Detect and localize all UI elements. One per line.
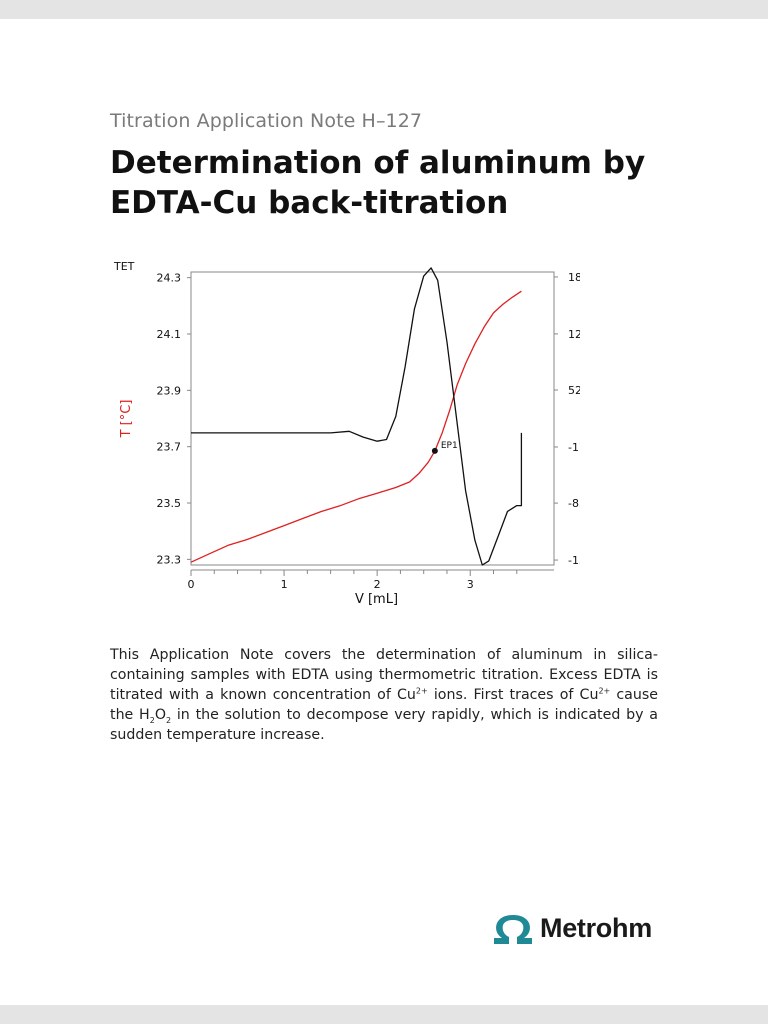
left-tick-label: 23.5: [157, 497, 182, 510]
right-tick-label: -85: [568, 497, 580, 510]
description-paragraph: This Application Note covers the determi…: [110, 645, 658, 745]
bottom-margin-band: [0, 1005, 768, 1024]
x-tick-label: 3: [467, 578, 474, 591]
title-line-1: Determination of aluminum by: [110, 145, 646, 181]
title-line-2: EDTA-Cu back-titration: [110, 185, 509, 221]
paragraph-text-3: cause the H: [110, 687, 658, 723]
endpoint-label: EP1: [441, 441, 458, 451]
metrohm-logo: Metrohm: [492, 913, 652, 944]
superscript-charge-1: 2+: [415, 686, 428, 696]
x-tick-label: 2: [374, 578, 381, 591]
right-tick-label: -17: [568, 441, 580, 454]
document-title: Determination of aluminum by EDTA-Cu bac…: [110, 143, 670, 223]
plot-frame: [190, 271, 555, 566]
superscript-charge-2: 2+: [598, 686, 611, 696]
paragraph-text-5: in the solution to decompose very rapidl…: [110, 707, 658, 743]
erc-curve: [191, 267, 523, 566]
paragraph-text-2: ions. First traces of Cu: [427, 687, 599, 703]
logo-wordmark: Metrohm: [540, 913, 652, 943]
document-subtitle: Titration Application Note H–127: [110, 110, 423, 132]
left-tick-label: 23.7: [157, 441, 182, 454]
right-tick-label: 120: [568, 328, 580, 341]
x-axis-label: V [mL]: [355, 592, 398, 607]
titration-chart: 24.324.123.923.723.523.318912052-17-85-1…: [113, 260, 580, 607]
left-axis-label: T [°C]: [119, 400, 134, 439]
left-tick-label: 23.9: [157, 384, 182, 397]
left-tick-label: 24.3: [157, 272, 182, 285]
right-tick-label: -154: [568, 554, 580, 567]
top-axis-label: TET: [113, 260, 135, 273]
omega-icon: [494, 914, 532, 944]
right-tick-label: 189: [568, 271, 580, 284]
x-tick-label: 0: [188, 578, 195, 591]
left-tick-label: 23.3: [157, 553, 182, 566]
endpoint-marker: [431, 447, 438, 454]
right-tick-label: 52: [568, 384, 580, 397]
subscript-1: 2: [149, 715, 155, 725]
paragraph-text-1: This Application Note covers the determi…: [110, 647, 658, 703]
x-tick-label: 1: [281, 578, 288, 591]
top-margin-band: [0, 0, 768, 19]
paragraph-text-4: O: [154, 707, 166, 723]
left-tick-label: 24.1: [157, 328, 182, 341]
subscript-2: 2: [166, 715, 172, 725]
temperature-curve: [190, 290, 522, 563]
